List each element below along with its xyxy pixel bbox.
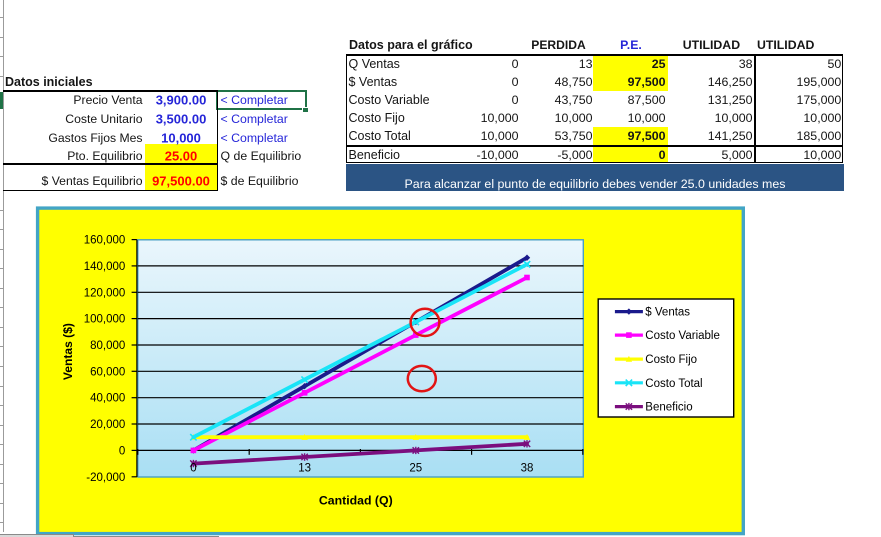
- svg-text:100,000: 100,000: [84, 314, 126, 326]
- svg-text:Costo Variable: Costo Variable: [645, 330, 720, 342]
- svg-text:25: 25: [409, 463, 422, 475]
- svg-text:Costo Total: Costo Total: [645, 378, 702, 390]
- svg-text:0: 0: [119, 445, 125, 457]
- svg-text:-20,000: -20,000: [86, 472, 125, 484]
- svg-text:80,000: 80,000: [90, 340, 125, 352]
- svg-text:160,000: 160,000: [84, 235, 126, 247]
- svg-text:$ Ventas: $ Ventas: [645, 307, 690, 319]
- svg-text:Ventas ($): Ventas ($): [61, 323, 75, 380]
- svg-text:Cantidad (Q): Cantidad (Q): [319, 494, 393, 508]
- svg-text:120,000: 120,000: [84, 287, 126, 299]
- svg-text:40,000: 40,000: [90, 393, 125, 405]
- svg-text:13: 13: [298, 463, 311, 475]
- svg-text:Costo Fijo: Costo Fijo: [645, 354, 697, 366]
- svg-text:38: 38: [521, 463, 534, 475]
- svg-text:20,000: 20,000: [90, 419, 125, 431]
- svg-text:60,000: 60,000: [90, 366, 125, 378]
- svg-text:Beneficio: Beneficio: [645, 402, 692, 414]
- svg-text:0: 0: [190, 463, 196, 475]
- svg-text:140,000: 140,000: [84, 261, 126, 273]
